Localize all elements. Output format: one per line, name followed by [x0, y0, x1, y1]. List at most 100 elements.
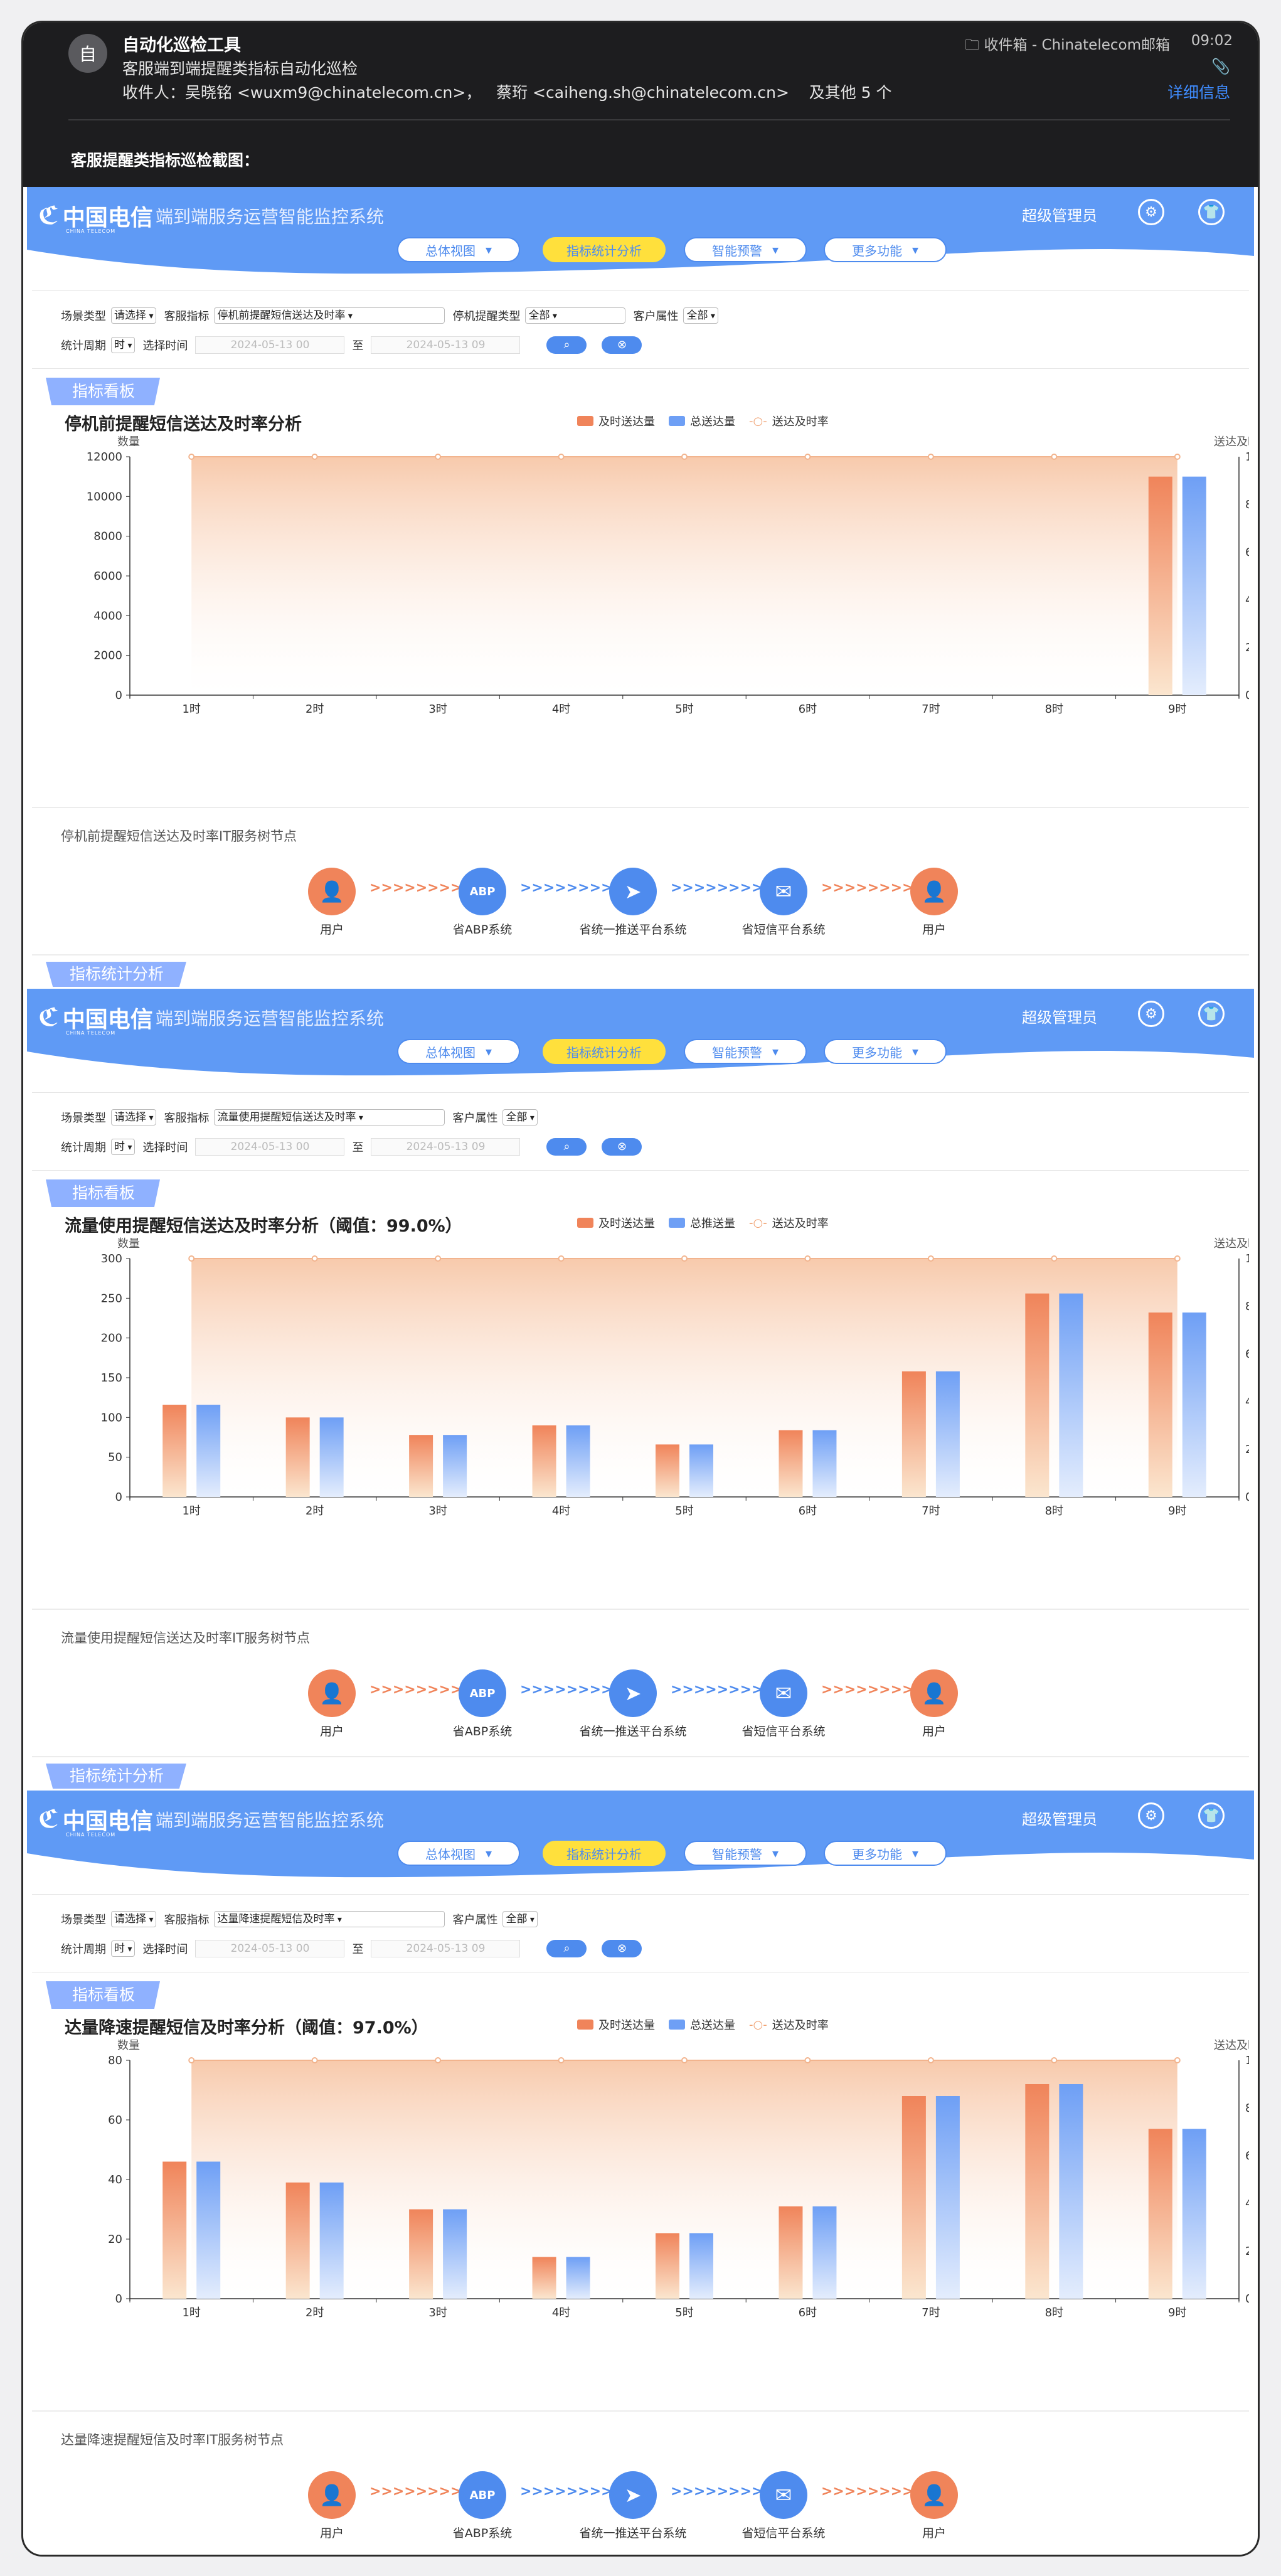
tree-node[interactable]: 👤 用户: [865, 868, 1003, 937]
customer-select[interactable]: 全部: [502, 1911, 538, 1927]
nav-2[interactable]: 指标统计分析: [543, 237, 666, 262]
period-select[interactable]: 时: [111, 1940, 136, 1957]
nav-4[interactable]: 更多功能 ▾: [824, 1039, 947, 1064]
start-time-input[interactable]: 2024-05-13 00: [195, 1940, 345, 1957]
clear-button[interactable]: ⊗: [602, 1940, 642, 1957]
search-button[interactable]: ⌕: [546, 1138, 587, 1156]
extra-select[interactable]: 全部: [525, 307, 626, 324]
customer-label: 客户属性: [452, 1112, 498, 1125]
tree-node[interactable]: 👤 用户: [263, 2471, 401, 2541]
shirt-icon[interactable]: 👕: [1198, 1802, 1225, 1829]
period-label: 统计周期: [61, 1943, 106, 1956]
nav-label: 总体视图: [425, 243, 476, 258]
indicator-select[interactable]: 达量降速提醒短信及时率: [214, 1911, 445, 1927]
nav-2[interactable]: 指标统计分析: [543, 1039, 666, 1064]
tree-title: 停机前提醒短信送达及时率IT服务树节点: [61, 829, 297, 844]
customer-select[interactable]: 全部: [502, 1109, 538, 1126]
clear-button[interactable]: ⊗: [602, 1138, 642, 1156]
mail-intro: 客服提醒类指标巡检截图：: [71, 151, 260, 169]
legend-label: 送达及时率: [772, 415, 829, 428]
nav-1[interactable]: 总体视图 ▾: [397, 1039, 520, 1064]
tree-node[interactable]: ➤ 省统一推送平台系统: [564, 1669, 702, 1739]
tree-node[interactable]: ABP 省ABP系统: [413, 2471, 551, 2541]
y2-tick-label: 0%: [1245, 689, 1249, 702]
tree-node[interactable]: ✉ 省短信平台系统: [715, 1669, 853, 1739]
tree-node[interactable]: 👤 用户: [865, 2471, 1003, 2541]
gear-icon[interactable]: ⚙: [1138, 199, 1164, 225]
search-button[interactable]: ⌕: [546, 1940, 587, 1957]
attachment-icon[interactable]: 📎: [1211, 58, 1230, 75]
nav-4[interactable]: 更多功能 ▾: [824, 1841, 947, 1866]
bar-timely: [1148, 2129, 1172, 2299]
admin-user[interactable]: 超级管理员: [1022, 1009, 1097, 1026]
gear-icon[interactable]: ⚙: [1138, 1802, 1164, 1829]
legend-label: 送达及时率: [772, 1217, 829, 1230]
y-tick-label: 40: [108, 2173, 122, 2186]
nav-4[interactable]: 更多功能 ▾: [824, 237, 947, 262]
end-time-input[interactable]: 2024-05-13 09: [371, 336, 521, 354]
shirt-icon[interactable]: 👕: [1198, 199, 1225, 225]
rate-point: [558, 2057, 565, 2063]
scene-select[interactable]: 请选择: [111, 307, 157, 324]
x-tick-label: 6时: [799, 1504, 817, 1518]
search-button[interactable]: ⌕: [546, 336, 587, 354]
start-time-input[interactable]: 2024-05-13 00: [195, 1138, 345, 1156]
end-time-input[interactable]: 2024-05-13 09: [371, 1138, 521, 1156]
gear-icon[interactable]: ⚙: [1138, 1001, 1164, 1027]
nav-3[interactable]: 智能预警 ▾: [684, 1039, 807, 1064]
period-select[interactable]: 时: [111, 337, 136, 353]
y-axis-label: 数量: [117, 2039, 140, 2052]
brand-logo: ℭ 中国电信 CHINA TELECOM: [38, 1803, 153, 1838]
rate-point: [804, 1255, 811, 1262]
tree-node[interactable]: ➤ 省统一推送平台系统: [564, 2471, 702, 2541]
nav-1[interactable]: 总体视图 ▾: [397, 237, 520, 262]
rate-point: [927, 2057, 934, 2063]
tree-node[interactable]: 👤 用户: [865, 1669, 1003, 1739]
nav-2[interactable]: 指标统计分析: [543, 1841, 666, 1866]
y2-tick-label: 20%: [1245, 641, 1249, 654]
y-tick-label: 150: [101, 1371, 122, 1385]
sender-avatar: 自: [68, 34, 107, 73]
telecom-logo-icon: ℭ: [38, 1805, 59, 1834]
shirt-icon[interactable]: 👕: [1198, 1001, 1225, 1027]
x-tick-label: 7时: [922, 2306, 940, 2319]
clear-button[interactable]: ⊗: [602, 336, 642, 354]
indicator-select[interactable]: 流量使用提醒短信送达及时率: [214, 1109, 445, 1126]
rate-point: [188, 2057, 195, 2063]
bar-timely: [901, 2096, 926, 2299]
y2-tick-label: 60%: [1245, 1348, 1249, 1361]
scene-label: 场景类型: [61, 1913, 106, 1927]
bar-timely: [1148, 476, 1172, 695]
customer-select[interactable]: 全部: [683, 307, 718, 324]
tree-node[interactable]: ABP 省ABP系统: [413, 868, 551, 937]
rate-point: [927, 1255, 934, 1262]
nav-3[interactable]: 智能预警 ▾: [684, 237, 807, 262]
scene-select[interactable]: 请选择: [111, 1911, 157, 1927]
tree-node[interactable]: ✉ 省短信平台系统: [715, 868, 853, 937]
envelope-icon: ✉: [760, 868, 807, 915]
x-tick-label: 2时: [306, 703, 324, 716]
details-link[interactable]: 详细信息: [1167, 83, 1230, 102]
period-select[interactable]: 时: [111, 1139, 136, 1155]
customer-label: 客户属性: [452, 1913, 498, 1927]
start-time-input[interactable]: 2024-05-13 00: [195, 336, 345, 354]
tree-node[interactable]: 👤 用户: [263, 868, 401, 937]
nav-3[interactable]: 智能预警 ▾: [684, 1841, 807, 1866]
scene-select[interactable]: 请选择: [111, 1109, 157, 1126]
admin-user[interactable]: 超级管理员: [1022, 207, 1097, 225]
end-time-input[interactable]: 2024-05-13 09: [371, 1940, 521, 1957]
tree-node[interactable]: ➤ 省统一推送平台系统: [564, 868, 702, 937]
y-tick-label: 0: [115, 1491, 122, 1504]
indicator-select[interactable]: 停机前提醒短信送达及时率: [214, 307, 445, 324]
abp-icon: ABP: [459, 1669, 506, 1717]
tree-node[interactable]: 👤 用户: [263, 1669, 401, 1739]
mail-recipients[interactable]: 收件人：吴晓铭 <wuxm9@chinatelecom.cn>， 蔡珩 <cai…: [122, 83, 892, 102]
nav-1[interactable]: 总体视图 ▾: [397, 1841, 520, 1866]
chevron-down-icon: ▾: [912, 242, 919, 257]
admin-user[interactable]: 超级管理员: [1022, 1811, 1097, 1828]
rate-point: [1174, 454, 1181, 460]
tree-node[interactable]: ✉ 省短信平台系统: [715, 2471, 853, 2541]
tree-node[interactable]: ABP 省ABP系统: [413, 1669, 551, 1739]
flow-arrow-icon: >>>>>>>>: [369, 2484, 462, 2499]
